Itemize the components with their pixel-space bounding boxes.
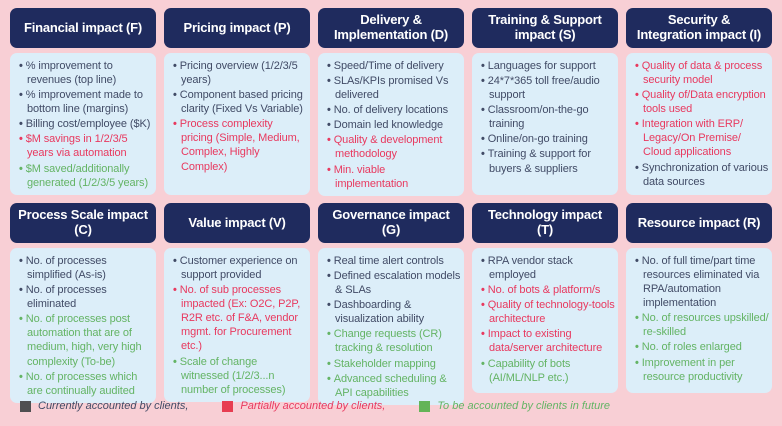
list-item: No. of processes eliminated	[16, 283, 153, 311]
list-item: SLAs/KPIs promised Vs delivered	[324, 74, 461, 102]
legend-swatch-future-icon	[419, 400, 431, 412]
card-delivery-implementation: Delivery & Implementation (D) Speed/Time…	[318, 8, 464, 196]
list-item: Synchronization of various data sources	[632, 161, 769, 189]
card-training-support: Training & Support impact (S) Languages …	[472, 8, 618, 195]
card-header-resource: Resource impact (R)	[626, 203, 772, 243]
list-item: No. of sub processes impacted (Ex: O2C, …	[170, 283, 307, 353]
card-header-delivery: Delivery & Implementation (D)	[318, 8, 464, 48]
list-item: Pricing overview (1/2/3/5 years)	[170, 59, 307, 87]
list-item: Quality & development methodology	[324, 133, 461, 161]
card-header-training: Training & Support impact (S)	[472, 8, 618, 48]
list-item: 24*7*365 toll free/audio support	[478, 74, 615, 102]
card-technology-impact: Technology impact (T) RPA vendor stack e…	[472, 203, 618, 393]
card-process-scale: Process Scale impact (C) No. of processe…	[10, 203, 156, 403]
card-body-pricing: Pricing overview (1/2/3/5 years)Componen…	[164, 53, 310, 195]
card-value-impact: Value impact (V) Customer experience on …	[164, 203, 310, 402]
list-item: Quality of/Data encryption tools used	[632, 88, 769, 116]
card-header-technology: Technology impact (T)	[472, 203, 618, 243]
list-item: Dashboarding & visualization ability	[324, 298, 461, 326]
card-governance-impact: Governance impact (G) Real time alert co…	[318, 203, 464, 405]
legend-item-currently: Currently accounted by clients,	[20, 400, 188, 412]
list-item: Min. viable implementation	[324, 163, 461, 191]
legend-item-future: To be accounted by clients in future	[419, 400, 610, 412]
list-item: No. of processes which are continually a…	[16, 370, 153, 398]
legend-swatch-partially-icon	[222, 400, 234, 412]
list-item: Advanced scheduling & API capabilities	[324, 372, 461, 400]
list-item: Training & support for buyers & supplier…	[478, 147, 615, 175]
card-body-financial: % improvement to revenues (top line)% im…	[10, 53, 156, 195]
list-item: No. of processes post automation that ar…	[16, 312, 153, 368]
card-header-governance: Governance impact (G)	[318, 203, 464, 243]
list-item: Online/on-go training	[478, 132, 615, 146]
card-body-delivery: Speed/Time of deliverySLAs/KPIs promised…	[318, 53, 464, 196]
card-security-integration: Security & Integration impact (I) Qualit…	[626, 8, 772, 195]
legend-swatch-currently-icon	[20, 400, 31, 412]
list-item: Integration with ERP/ Legacy/On Premise/…	[632, 117, 769, 159]
list-item: RPA vendor stack employed	[478, 254, 615, 282]
list-item: Languages for support	[478, 59, 615, 73]
list-item: No. of bots & platform/s	[478, 283, 615, 297]
card-header-security: Security & Integration impact (I)	[626, 8, 772, 48]
list-item: Quality of data & process security model	[632, 59, 769, 87]
legend-label-partially: Partially accounted by clients,	[240, 400, 386, 412]
list-item: $M savings in 1/2/3/5 years via automati…	[16, 132, 153, 160]
list-item: Billing cost/employee ($K)	[16, 117, 153, 131]
list-item: Quality of technology-tools architecture	[478, 298, 615, 326]
card-body-security: Quality of data & process security model…	[626, 53, 772, 195]
card-body-process-scale: No. of processes simplified (As-is)No. o…	[10, 248, 156, 403]
card-header-value: Value impact (V)	[164, 203, 310, 243]
card-header-financial: Financial impact (F)	[10, 8, 156, 48]
list-item: Stakeholder mapping	[324, 357, 461, 371]
list-item: Scale of change witnessed (1/2/3...n num…	[170, 355, 307, 397]
list-item: No. of processes simplified (As-is)	[16, 254, 153, 282]
list-item: Process complexity pricing (Simple, Medi…	[170, 117, 307, 173]
card-financial-impact: Financial impact (F) % improvement to re…	[10, 8, 156, 195]
list-item: % improvement to revenues (top line)	[16, 59, 153, 87]
list-item: Defined escalation models & SLAs	[324, 269, 461, 297]
list-item: No. of delivery locations	[324, 103, 461, 117]
list-item: Real time alert controls	[324, 254, 461, 268]
legend-label-future: To be accounted by clients in future	[437, 400, 610, 412]
legend: Currently accounted by clients, Partiall…	[20, 400, 772, 412]
list-item: No. of full time/part time resources eli…	[632, 254, 769, 310]
list-item: $M saved/additionally generated (1/2/3/5…	[16, 162, 153, 190]
list-item: No. of roles enlarged	[632, 340, 769, 354]
legend-label-currently: Currently accounted by clients,	[38, 400, 189, 412]
list-item: % improvement made to bottom line (margi…	[16, 88, 153, 116]
list-item: Impact to existing data/server architect…	[478, 327, 615, 355]
card-body-training: Languages for support24*7*365 toll free/…	[472, 53, 618, 195]
card-body-value: Customer experience on support providedN…	[164, 248, 310, 402]
list-item: Speed/Time of delivery	[324, 59, 461, 73]
list-item: No. of resources upskilled/ re-skilled	[632, 311, 769, 339]
card-body-technology: RPA vendor stack employedNo. of bots & p…	[472, 248, 618, 393]
card-pricing-impact: Pricing impact (P) Pricing overview (1/2…	[164, 8, 310, 195]
list-item: Classroom/on-the-go training	[478, 103, 615, 131]
list-item: Improvement in per resource productivity	[632, 356, 769, 384]
card-header-pricing: Pricing impact (P)	[164, 8, 310, 48]
card-header-process-scale: Process Scale impact (C)	[10, 203, 156, 243]
list-item: Customer experience on support provided	[170, 254, 307, 282]
card-body-governance: Real time alert controlsDefined escalati…	[318, 248, 464, 405]
list-item: Change requests (CR) tracking & resoluti…	[324, 327, 461, 355]
legend-item-partially: Partially accounted by clients,	[222, 400, 385, 412]
list-item: Component based pricing clarity (Fixed V…	[170, 88, 307, 116]
cards-grid: Financial impact (F) % improvement to re…	[10, 8, 772, 405]
card-body-resource: No. of full time/part time resources eli…	[626, 248, 772, 393]
list-item: Capability of bots (AI/ML/NLP etc.)	[478, 357, 615, 385]
card-resource-impact: Resource impact (R) No. of full time/par…	[626, 203, 772, 393]
list-item: Domain led knowledge	[324, 118, 461, 132]
